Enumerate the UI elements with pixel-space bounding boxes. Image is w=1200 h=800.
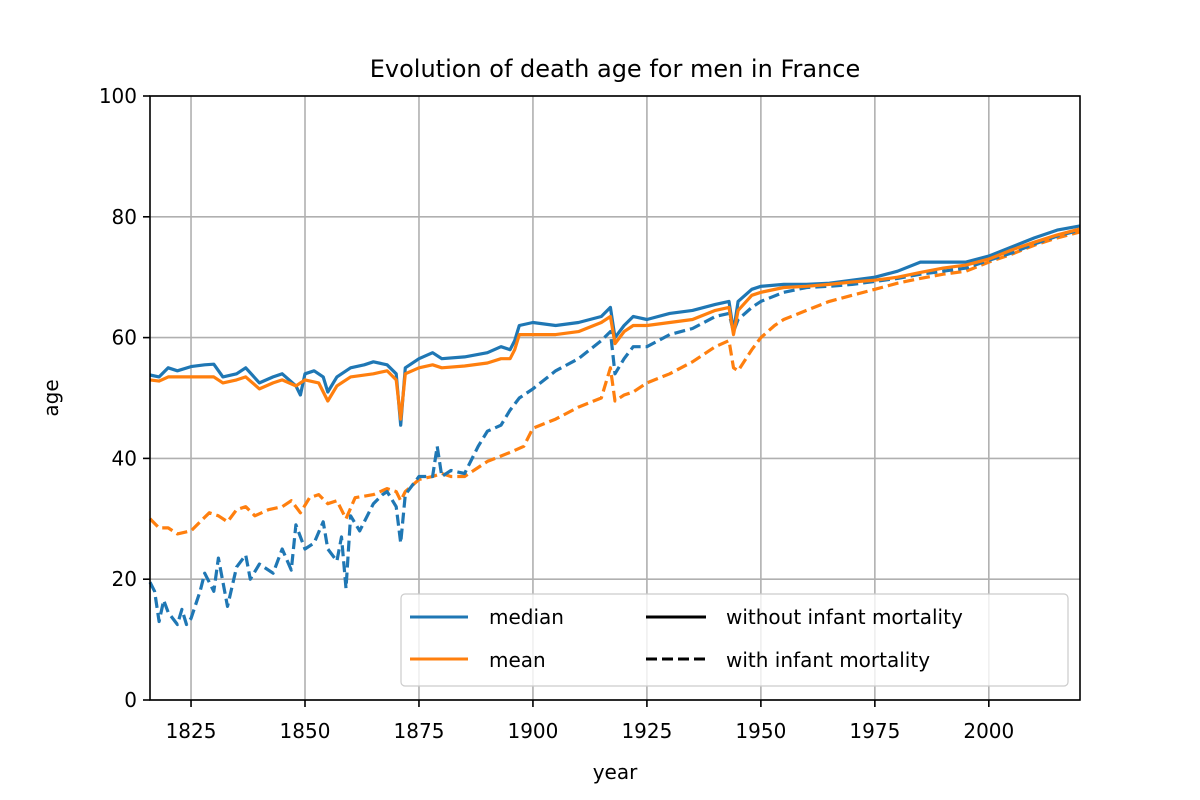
- x-axis-label: year: [593, 760, 638, 784]
- x-tick-label: 1825: [166, 719, 217, 743]
- y-tick-label: 80: [112, 205, 137, 229]
- x-axis: 1825 1850 1875 1900 1925 1950 1975 2000: [166, 700, 1014, 743]
- legend-without-infant-mortality-label: without infant mortality: [726, 605, 963, 629]
- x-tick-label: 1950: [735, 719, 786, 743]
- x-tick-label: 1975: [849, 719, 900, 743]
- y-axis: 0 20 40 60 80 100: [99, 84, 150, 712]
- y-tick-label: 0: [124, 688, 137, 712]
- legend-median-label: median: [489, 605, 564, 629]
- x-tick-label: 1925: [621, 719, 672, 743]
- y-axis-label: age: [39, 379, 63, 416]
- x-tick-label: 1900: [507, 719, 558, 743]
- legend: median mean without infant mortality wit…: [400, 593, 1069, 687]
- series-line-mean-without-infant-mortality: [149, 227, 1081, 421]
- plot-area: [148, 224, 1081, 627]
- x-tick-label: 1875: [394, 719, 445, 743]
- x-tick-label: 1850: [280, 719, 331, 743]
- series-line-median-with-infant-mortality: [148, 228, 1081, 627]
- chart-title: Evolution of death age for men in France: [370, 55, 861, 83]
- legend-with-infant-mortality-label: with infant mortality: [726, 648, 930, 672]
- y-tick-label: 100: [99, 84, 137, 108]
- series-line-mean-with-infant-mortality: [148, 230, 1081, 536]
- legend-mean-label: mean: [489, 648, 546, 672]
- y-tick-label: 40: [112, 446, 137, 470]
- axes-frame: [149, 95, 1081, 701]
- y-tick-label: 60: [112, 326, 137, 350]
- x-tick-label: 2000: [963, 719, 1014, 743]
- y-tick-label: 20: [112, 567, 137, 591]
- legend-box: [400, 593, 1069, 687]
